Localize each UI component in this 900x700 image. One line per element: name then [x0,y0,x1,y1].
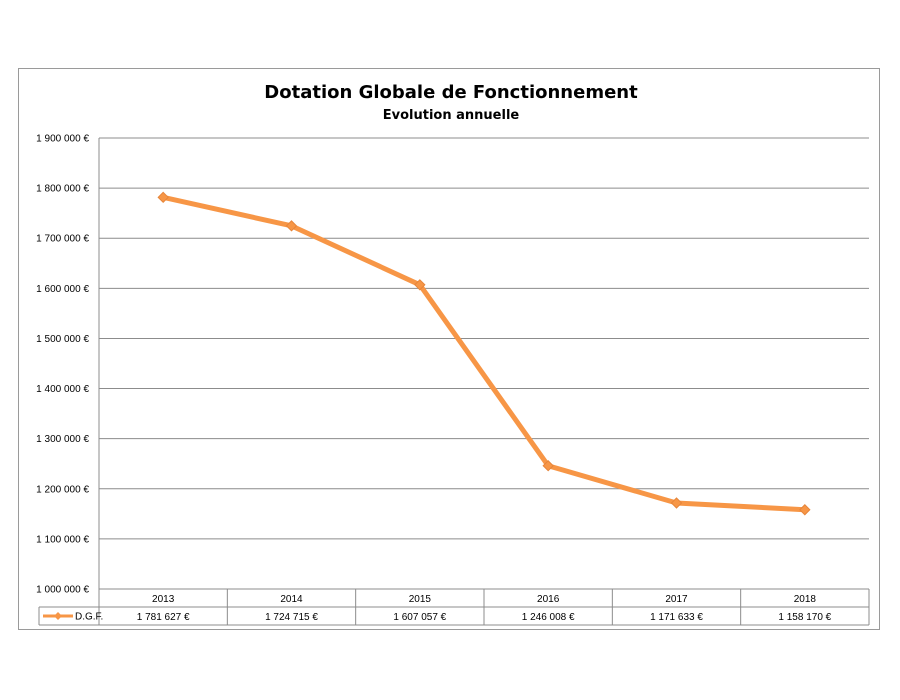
legend-label: D.G.F. [75,612,103,623]
y-tick-label: 1 400 000 € [36,384,89,395]
x-tick-label: 2013 [152,594,175,605]
series-dgf [157,191,811,516]
x-tick-label: 2015 [409,594,432,605]
y-tick-label: 1 700 000 € [36,234,89,245]
chart-canvas: Dotation Globale de Fonctionnement Evolu… [36,82,870,626]
legend-marker [54,612,62,620]
y-tick-label: 1 800 000 € [36,184,89,195]
gridlines [98,137,869,589]
chart-frame: Dotation Globale de Fonctionnement Evolu… [18,68,880,630]
data-point [670,497,683,509]
x-tick-label: 2018 [794,594,817,605]
y-tick-label: 1 900 000 € [36,134,89,145]
series-line [160,194,808,513]
data-point [414,279,426,291]
x-tick-label: 2016 [537,594,560,605]
y-tick-label: 1 000 000 € [36,585,89,596]
data-point [542,460,554,472]
data-label: 1 781 627 € [137,612,190,623]
y-tick-label: 1 300 000 € [36,434,89,445]
chart-subtitle: Evolution annuelle [383,108,520,123]
data-label: 1 158 170 € [778,612,831,623]
data-point [157,191,169,204]
y-tick-label: 1 200 000 € [36,484,89,495]
chart-title: Dotation Globale de Fonctionnement [264,82,638,103]
x-tick-label: 2014 [280,594,303,605]
y-axis-tick-labels: 1 000 000 € 1 100 000 € 1 200 000 € 1 300 0… [36,134,89,596]
y-tick-label: 1 500 000 € [36,334,89,345]
data-label: 1 607 057 € [393,612,446,623]
data-point [285,220,298,232]
data-label: 1 171 633 € [650,612,703,623]
data-label: 1 246 008 € [522,612,575,623]
data-table: 2013 1 781 627 € 2014 1 724 715 € 2015 1 607 … [38,588,870,626]
data-point [799,504,811,516]
data-label: 1 724 715 € [265,612,318,623]
y-tick-label: 1 100 000 € [36,534,89,545]
y-tick-label: 1 600 000 € [36,284,89,295]
x-tick-label: 2017 [665,594,688,605]
